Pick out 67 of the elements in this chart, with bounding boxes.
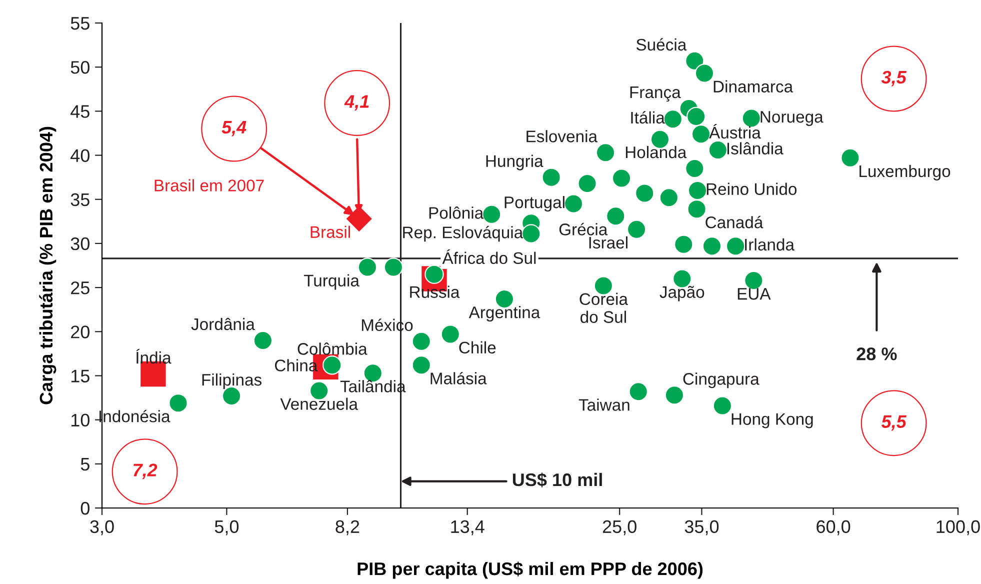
annotation: Argentina	[468, 306, 540, 322]
annotation: 7,2	[134, 464, 158, 480]
y-tick-label: 5	[80, 458, 90, 471]
annotation: Irlanda	[745, 238, 794, 251]
annotation: Áustria	[709, 124, 761, 139]
x-tick-label: 8,2	[336, 520, 360, 536]
annotation: Holanda	[626, 146, 687, 158]
annotation: Chile	[459, 341, 496, 354]
annotation: Polônia	[429, 206, 484, 219]
annotation: Russia	[410, 286, 460, 298]
y-tick-label: 50	[70, 61, 90, 74]
annotation: Jordânia	[191, 318, 255, 330]
annotation: Hungria	[486, 154, 544, 170]
annotation: Brasil em 2007	[154, 179, 264, 192]
annotation: Coreia do Sul	[580, 292, 628, 323]
y-tick-label: 45	[70, 105, 90, 118]
x-tick-label: 25,0	[602, 520, 636, 536]
y-tick-label: 30	[70, 237, 90, 250]
y-tick-label: 10	[71, 414, 90, 427]
annotation: EUA	[738, 288, 771, 300]
annotation: Índia	[136, 349, 172, 364]
x-axis-title: PIB per capita (US$ mil em PPP de 2006)	[358, 562, 703, 579]
y-tick-label: 20	[71, 326, 90, 338]
y-tick-label: 15	[71, 370, 90, 382]
x-tick-label: 3,0	[90, 520, 114, 536]
annotation: Dinamarca	[714, 80, 794, 93]
ref-line-label: 28 %	[856, 348, 897, 360]
annotation: Itália	[631, 111, 665, 124]
y-tick-label: 35	[70, 193, 90, 206]
annotation: Grécia	[559, 222, 608, 236]
annotation: 5,4	[222, 121, 246, 136]
annotation: Turquia	[304, 274, 360, 290]
y-tick-label: 55	[70, 17, 90, 30]
x-tick-label: 5,0	[214, 520, 239, 536]
annotation: Venezuela	[280, 398, 358, 410]
annotation: Filipinas	[202, 373, 262, 390]
annotation: Noruega	[760, 111, 824, 126]
annotation: Taiwan	[578, 398, 630, 411]
y-tick-label: 25	[71, 281, 90, 294]
y-tick-label: 40	[70, 149, 90, 162]
x-tick-label: 100,0	[936, 520, 980, 536]
annotation: 4,1	[344, 95, 369, 110]
annotation: Suécia	[636, 38, 687, 51]
annotation: Islândia	[727, 142, 784, 154]
annotation: Malásia	[430, 372, 487, 384]
x-tick-label: 60,0	[816, 520, 850, 536]
y-tick-label: 0	[80, 502, 90, 515]
annotation: Reino Unido	[706, 182, 797, 196]
annotation: Colômbia	[298, 342, 368, 355]
annotation: Israel	[589, 236, 628, 249]
annotation: Brasil	[310, 226, 350, 238]
annotation: Canadá	[706, 216, 764, 228]
annotation: Rep. Eslováquia	[403, 226, 524, 242]
annotation: Luxemburgo	[860, 164, 950, 180]
ref-line-label: US$ 10 mil	[512, 472, 602, 488]
annotation: Cingapura	[683, 372, 760, 388]
annotation: 5,5	[881, 415, 907, 431]
annotation: Eslovenia	[526, 130, 598, 142]
y-axis-title: Carga tributária (% PIB em 2004)	[39, 126, 56, 404]
x-tick-label: 13,4	[451, 520, 484, 536]
x-tick-label: 35,0	[684, 520, 719, 536]
annotation: 3,5	[881, 70, 907, 86]
annotation: França	[630, 86, 681, 102]
annotation: África do Sul	[442, 249, 536, 264]
annotation: Hong Kong	[732, 413, 813, 428]
annotation: Portugal	[504, 196, 564, 212]
annotation: Japão	[660, 286, 704, 302]
